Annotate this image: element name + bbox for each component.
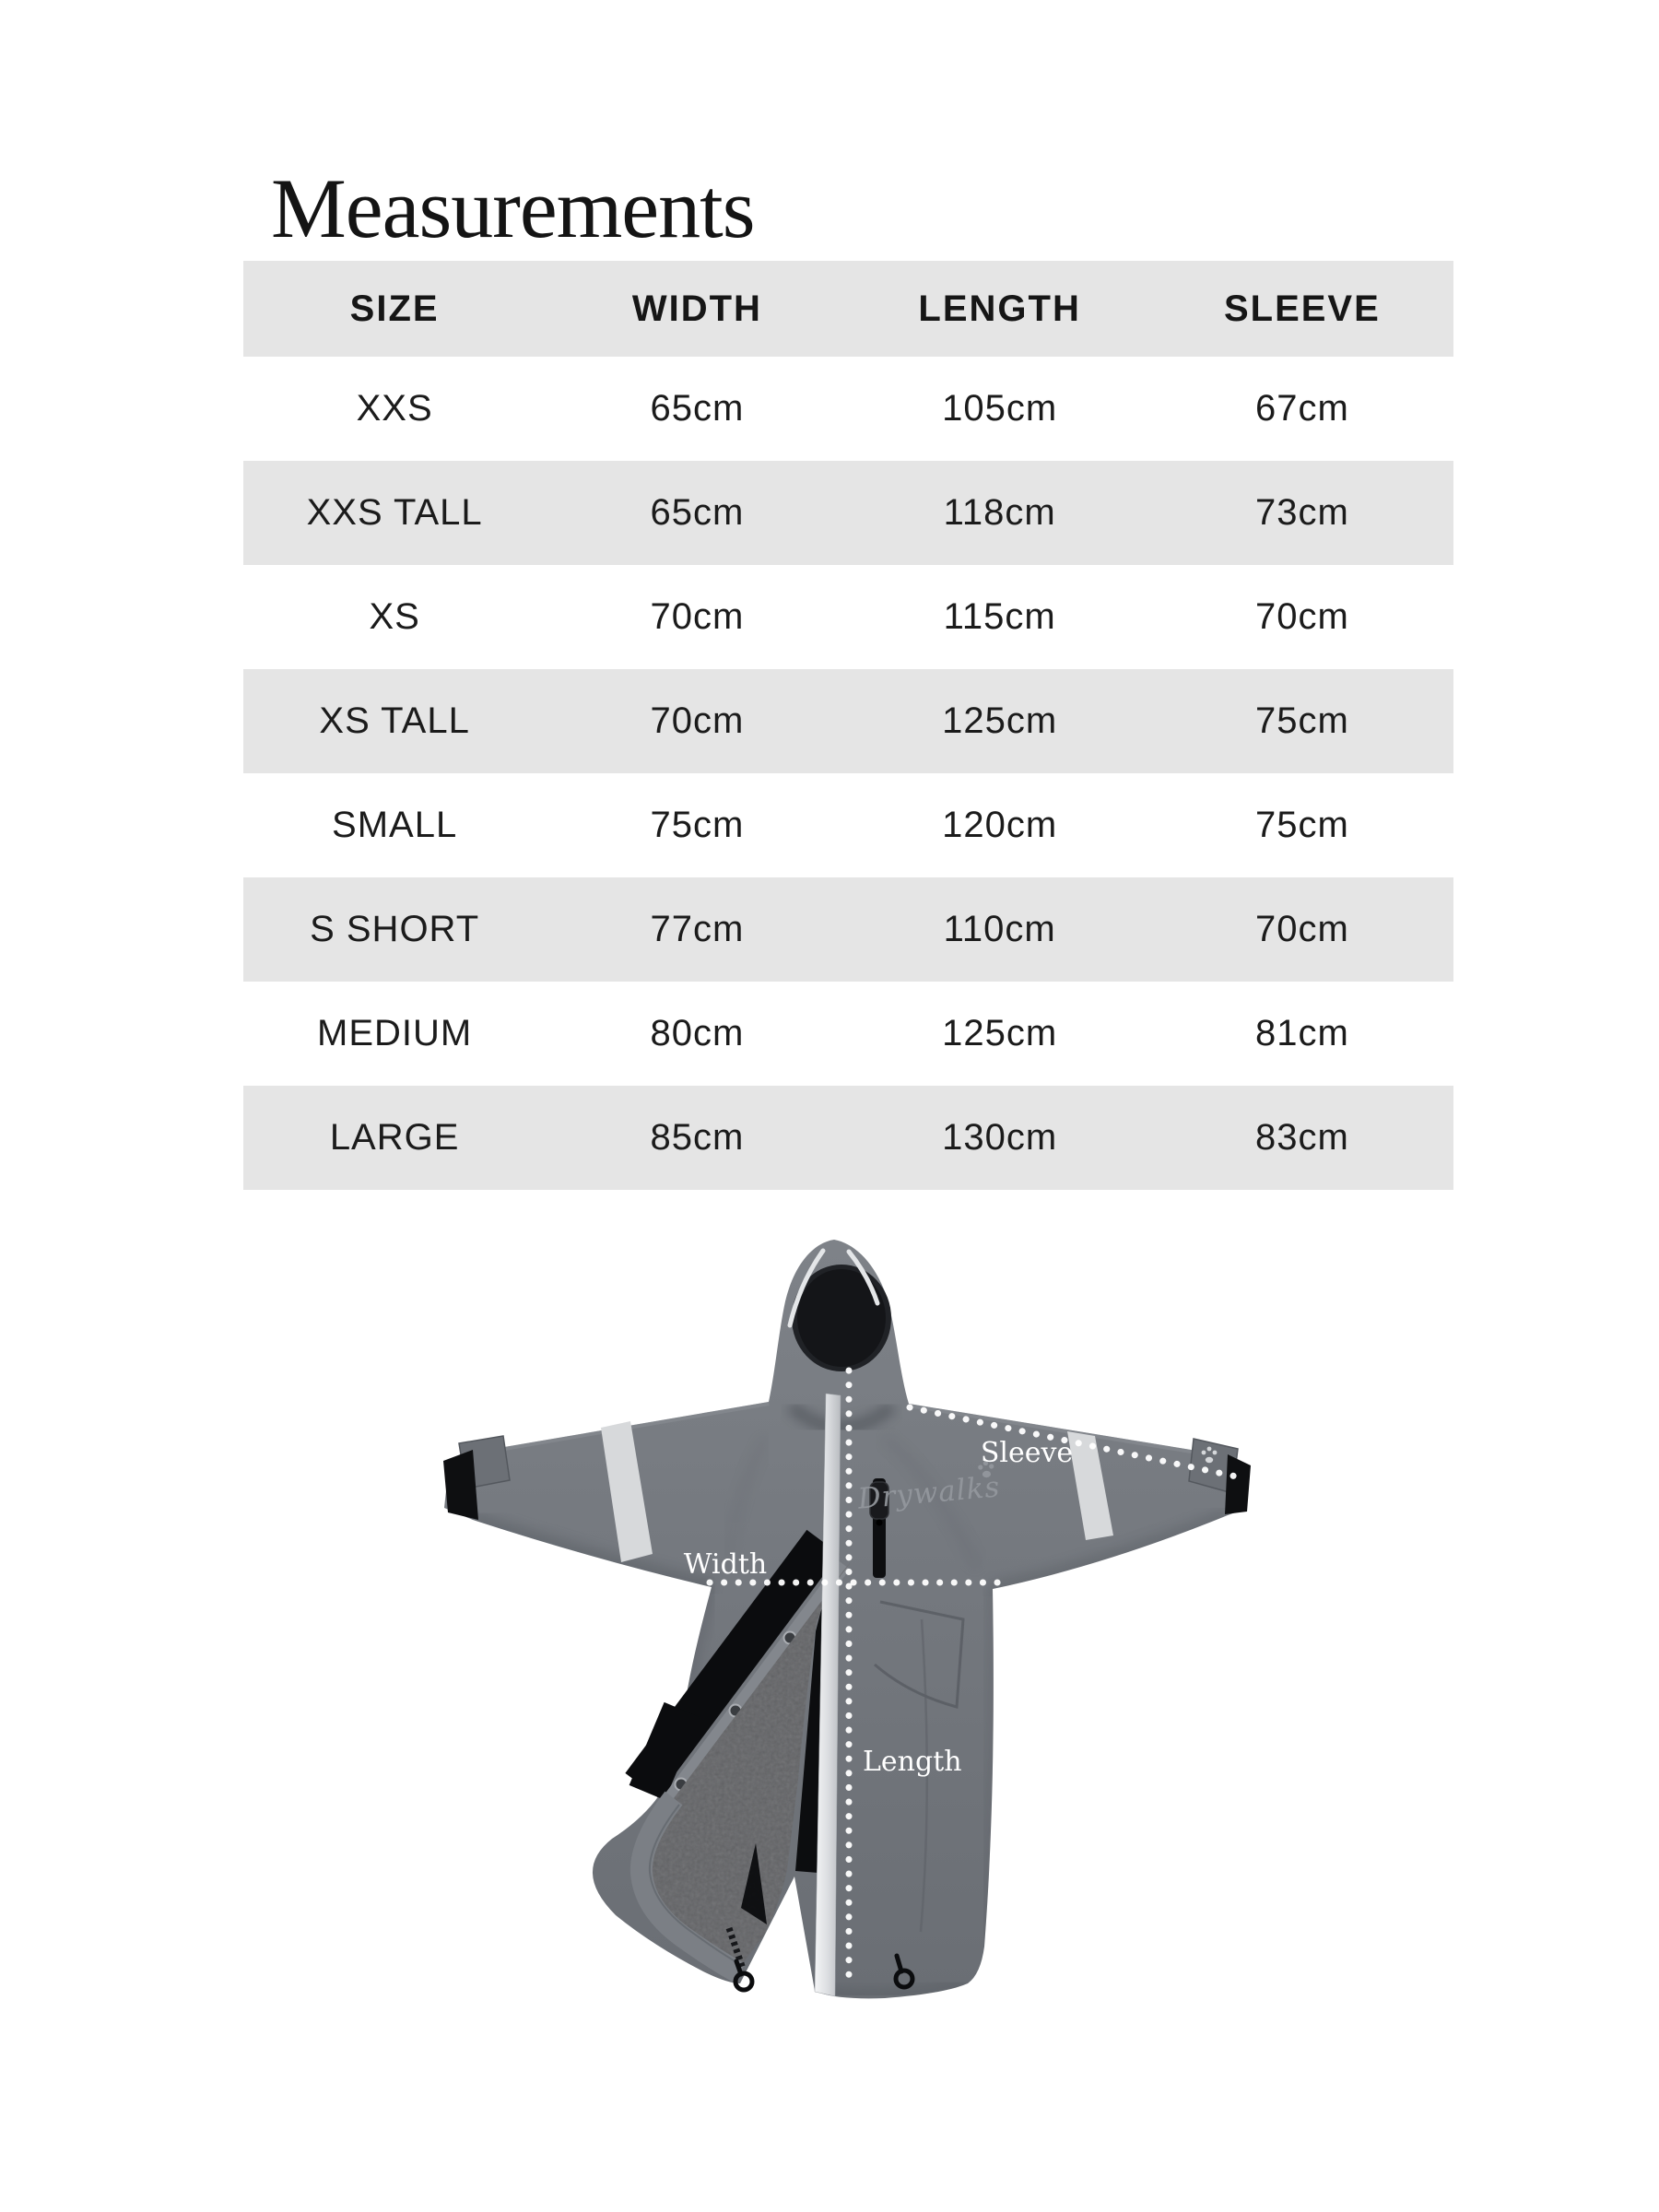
table-row: MEDIUM 80cm 125cm 81cm	[243, 982, 1453, 1086]
width-cell: 65cm	[650, 492, 745, 533]
table-row: S SHORT 77cm 110cm 70cm	[243, 877, 1453, 982]
length-cell: 105cm	[942, 388, 1058, 429]
brand-paw-icon	[978, 1460, 994, 1478]
table-row: XXS 65cm 105cm 67cm	[243, 357, 1453, 461]
length-cell: 130cm	[942, 1117, 1058, 1158]
size-cell: S SHORT	[310, 909, 480, 949]
width-cell: 85cm	[650, 1117, 745, 1158]
sleeve-cell: 75cm	[1254, 805, 1349, 845]
width-cell: 70cm	[650, 596, 745, 637]
hood-piping-right-icon	[846, 1249, 880, 1306]
cuff-left	[443, 1450, 478, 1520]
size-cell: MEDIUM	[317, 1013, 473, 1053]
size-table: SIZE WIDTH LENGTH SLEEVE XXS 65cm 105cm …	[243, 261, 1453, 1190]
fleece-slit	[741, 1843, 767, 1924]
size-cell: SMALL	[332, 805, 458, 845]
header-length: LENGTH	[918, 288, 1081, 329]
width-cell: 70cm	[650, 700, 745, 741]
hem-cord-loop	[893, 1968, 915, 1990]
sleeve-cell: 75cm	[1254, 700, 1349, 741]
sleeve-measure-line	[906, 1404, 1244, 1481]
length-cell: 115cm	[943, 596, 1056, 637]
flap-hem-binding	[629, 1791, 746, 1983]
pocket-seam	[874, 1600, 965, 1709]
table-row: XXS TALL 65cm 118cm 73cm	[243, 461, 1453, 565]
length-cell: 125cm	[942, 700, 1058, 741]
table-row: XS TALL 70cm 125cm 75cm	[243, 669, 1453, 773]
width-cell: 75cm	[650, 805, 745, 845]
paw-print-icon	[1201, 1446, 1218, 1464]
front-flap	[625, 1529, 851, 1993]
size-cell: XS	[369, 596, 420, 637]
table-row: LARGE 85cm 130cm 83cm	[243, 1086, 1453, 1190]
length-label: Length	[863, 1746, 962, 1778]
length-cell: 118cm	[943, 492, 1056, 533]
flap-cord-loop	[733, 1971, 755, 1993]
width-cell: 77cm	[650, 909, 745, 949]
header-size: SIZE	[349, 288, 440, 329]
flap-hem-seam	[648, 1804, 739, 1964]
sleeve-cell: 67cm	[1254, 388, 1349, 429]
table-row: XS 70cm 115cm 70cm	[243, 565, 1453, 669]
flap-snap-binding	[656, 1560, 851, 1813]
fleece-texture-dark	[646, 1562, 851, 1971]
size-cell: XXS	[356, 388, 433, 429]
sleeve-cell: 83cm	[1254, 1117, 1349, 1158]
table-row: SMALL 75cm 120cm 75cm	[243, 773, 1453, 877]
cuff-right	[1225, 1454, 1251, 1514]
width-cell: 65cm	[650, 388, 745, 429]
length-cell: 125cm	[942, 1013, 1058, 1053]
sleeve-cell: 73cm	[1254, 492, 1349, 533]
size-cell: XS TALL	[319, 700, 470, 741]
page-title: Measurements	[271, 161, 756, 255]
width-cell: 80cm	[650, 1013, 745, 1053]
sleeve-cell: 70cm	[1254, 596, 1349, 637]
sleeve-label: Sleeve	[981, 1437, 1073, 1469]
table-header-row: SIZE WIDTH LENGTH SLEEVE	[243, 261, 1453, 357]
length-cell: 110cm	[943, 909, 1056, 949]
size-cell: LARGE	[329, 1117, 460, 1158]
reflective-stripe-left	[601, 1421, 653, 1562]
sleeve-cell: 81cm	[1254, 1013, 1349, 1053]
sleeve-cell: 70cm	[1254, 909, 1349, 949]
zip-pull-hole	[876, 1519, 883, 1526]
flap-black-band-wide	[629, 1701, 700, 1801]
front-placket	[814, 1393, 841, 1997]
length-cell: 120cm	[942, 805, 1058, 845]
reflective-stripe-right	[1067, 1431, 1113, 1540]
header-sleeve: SLEEVE	[1223, 288, 1381, 329]
hood-lining	[797, 1269, 886, 1367]
size-cell: XXS TALL	[306, 492, 483, 533]
header-width: WIDTH	[631, 288, 762, 329]
width-label: Width	[684, 1548, 767, 1581]
panel-seam	[919, 1618, 929, 1933]
table-body: XXS 65cm 105cm 67cm XXS TALL 65cm 118cm …	[243, 357, 1453, 1190]
chest-zip-pull	[869, 1481, 889, 1520]
hood-piping-left-icon	[787, 1248, 826, 1328]
